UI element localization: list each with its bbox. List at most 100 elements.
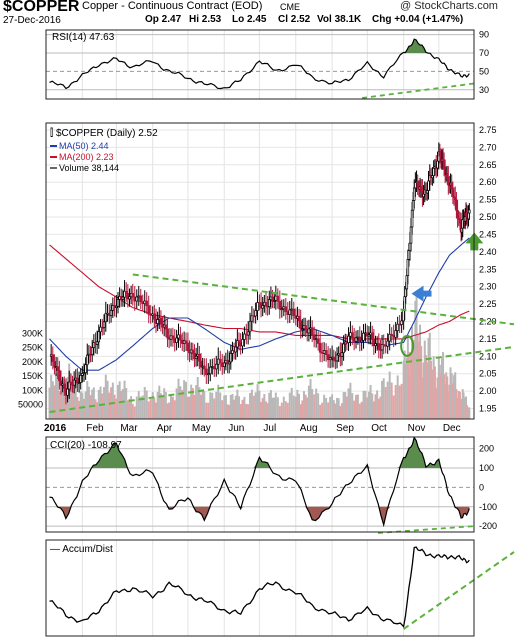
candle-body: [198, 353, 201, 362]
volume-bar: [106, 380, 109, 419]
candle-body: [450, 182, 453, 190]
candle-body: [400, 320, 403, 325]
exchange-label: CME: [280, 2, 300, 12]
volume-bar: [161, 395, 164, 419]
quote-open: Op 2.47: [145, 14, 182, 25]
volume-bar: [139, 396, 142, 419]
candle-body: [332, 356, 336, 361]
volume-bar: [213, 398, 216, 419]
volume-bar: [447, 392, 450, 419]
volume-bar: [209, 392, 212, 419]
cci-tick-label: -100: [479, 502, 497, 512]
candle-body: [304, 325, 307, 330]
candle-body: [84, 364, 87, 373]
candle-body: [278, 300, 282, 310]
volume-bar: [356, 394, 359, 419]
volume-bar: [190, 384, 193, 419]
volume-bar: [233, 399, 236, 419]
candle-body: [396, 323, 399, 331]
candle-body: [250, 315, 254, 322]
volume-bar: [195, 385, 198, 419]
volume-bar: [349, 382, 352, 419]
candle-body: [217, 358, 220, 365]
candle-body: [153, 313, 156, 320]
price-tick-label: 2.20: [479, 316, 497, 326]
cci-frame: [45, 436, 475, 533]
accum-dist-panel: — Accum/Dist: [45, 539, 515, 637]
candle-body: [243, 333, 246, 340]
price-frame: [45, 122, 475, 420]
candle-body: [222, 362, 226, 367]
volume-tick-label: 100K: [22, 385, 43, 395]
volume-bar: [424, 355, 427, 419]
volume-bar: [179, 386, 182, 419]
candle-body: [234, 346, 237, 353]
volume-legend: Volume 38,144: [59, 163, 119, 173]
blue-arrow-icon: [411, 285, 432, 302]
candle-body: [76, 377, 79, 384]
volume-bar: [379, 396, 382, 419]
volume-bar: [432, 356, 435, 419]
candle-body: [307, 328, 311, 334]
volume-bar: [451, 383, 454, 419]
volume-bar: [426, 362, 429, 419]
volume-bar: [215, 391, 218, 419]
volume-bar: [250, 389, 253, 419]
x-axis-label: Oct: [371, 423, 387, 434]
volume-bar: [164, 391, 167, 419]
rsi-frame: [45, 29, 475, 100]
volume-bar: [245, 403, 248, 419]
volume-bar: [457, 390, 460, 419]
candle-body: [229, 353, 233, 363]
quote-high: Hi 2.53: [189, 14, 222, 25]
cci-trend-line: [377, 525, 477, 534]
volume-bar: [329, 396, 332, 419]
volume-bar: [364, 390, 367, 419]
candle-body: [390, 333, 393, 336]
volume-bar: [344, 392, 347, 419]
volume-bar: [258, 390, 261, 419]
candle-body: [377, 343, 381, 350]
candle-body: [335, 354, 339, 362]
candle-body: [301, 328, 304, 330]
volume-bar: [450, 373, 453, 419]
price-tick-label: 2.15: [479, 334, 497, 344]
volume-bar: [292, 395, 295, 419]
x-axis-label: Feb: [86, 423, 104, 434]
quote-volume: Vol 38.1K: [317, 14, 362, 25]
candle-body: [451, 188, 455, 197]
volume-bar: [371, 393, 374, 419]
volume-bar: [58, 390, 61, 419]
candle-body: [97, 331, 101, 343]
candle-body: [81, 373, 84, 376]
x-axis-label: 2016: [44, 423, 67, 434]
volume-bar: [94, 399, 97, 419]
candle-body: [314, 338, 318, 341]
contract-name: Copper - Continuous Contract (EOD): [82, 0, 263, 12]
volume-bar: [301, 400, 304, 419]
candle-body: [392, 335, 395, 338]
volume-bar: [436, 377, 439, 419]
volume-bar: [239, 404, 242, 419]
volume-bar: [392, 395, 395, 419]
volume-bar: [437, 357, 440, 419]
candle-body: [102, 321, 106, 328]
candle-body: [147, 305, 150, 315]
volume-bar: [304, 394, 307, 419]
volume-bar: [171, 396, 174, 419]
volume-bar: [50, 374, 53, 419]
volume-bar: [412, 340, 415, 419]
volume-bar: [188, 396, 191, 419]
volume-bar: [317, 393, 320, 419]
volume-bar: [236, 389, 239, 419]
candle-body: [133, 296, 137, 302]
candle-body: [241, 339, 244, 347]
candle-body: [282, 306, 286, 310]
volume-bar: [163, 388, 166, 419]
price-tick-label: 2.00: [479, 386, 497, 396]
candle-body: [358, 336, 362, 343]
candle-body: [124, 290, 128, 294]
volume-bar: [175, 388, 178, 419]
candle-body: [458, 218, 462, 224]
